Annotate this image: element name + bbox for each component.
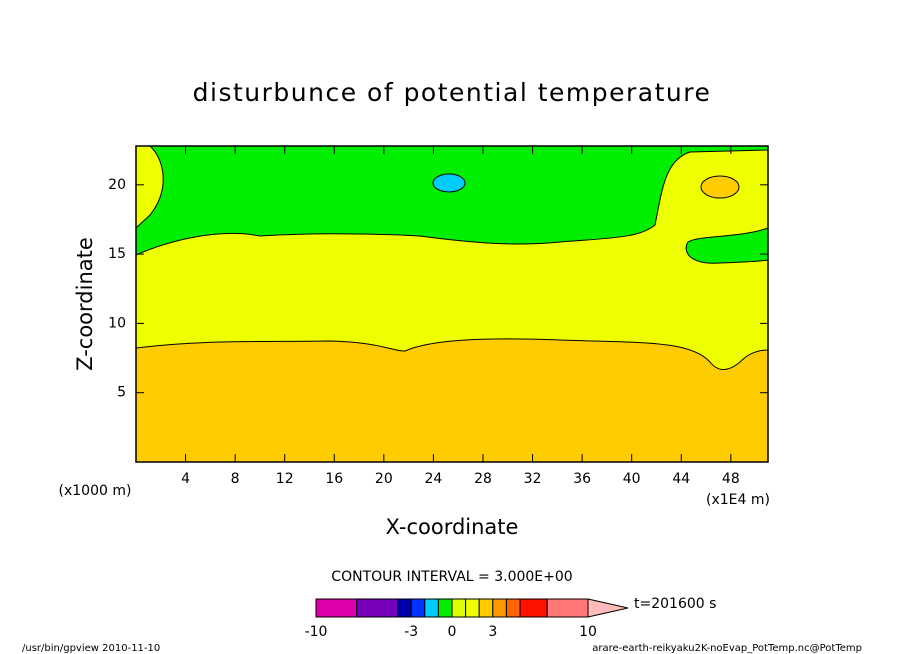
colorbar-segment — [397, 598, 412, 618]
colorbar-segment — [505, 598, 521, 618]
x-tick-label: 8 — [231, 471, 240, 487]
x-tick-label: 24 — [424, 471, 442, 487]
region — [700, 175, 740, 199]
region — [432, 173, 466, 193]
colorbar-tick-label: 0 — [448, 624, 457, 640]
region — [685, 227, 769, 264]
y-tick-label: 5 — [117, 385, 126, 401]
y-tick-label: 15 — [108, 246, 126, 262]
footer-right: arare-earth-reikyaku2K-noEvap_PotTemp.nc… — [592, 643, 862, 654]
x-scale-label: (x1E4 m) — [706, 492, 770, 508]
colorbar-extension — [587, 598, 629, 618]
colorbar-segment — [356, 598, 399, 618]
plot-frame — [135, 145, 769, 463]
colorbar-segment — [410, 598, 426, 618]
colorbar-segment — [465, 598, 480, 618]
colorbar-segment — [451, 598, 467, 618]
plot-area — [135, 145, 769, 463]
x-tick-label: 40 — [623, 471, 641, 487]
x-tick-label: 16 — [325, 471, 343, 487]
x-tick-label: 28 — [474, 471, 492, 487]
colorbar-tick-label: 3 — [488, 624, 497, 640]
x-tick-label: 48 — [722, 471, 740, 487]
colorbar-segment — [478, 598, 494, 618]
y-axis-label: Z-coordinate — [73, 237, 97, 371]
colorbar-segment — [424, 598, 439, 618]
colorbar-segment — [519, 598, 548, 618]
region — [135, 145, 164, 230]
colorbar-tick-label: 10 — [579, 624, 597, 640]
footer-left: /usr/bin/gpview 2010-11-10 — [22, 643, 160, 654]
x-tick-label: 4 — [181, 471, 190, 487]
contour-interval: CONTOUR INTERVAL = 3.000E+00 — [331, 569, 572, 585]
colorbar-segment — [437, 598, 453, 618]
region — [135, 145, 769, 256]
x-tick-label: 44 — [672, 471, 690, 487]
x-tick-label: 12 — [276, 471, 294, 487]
chart-title: disturbunce of potential temperature — [193, 78, 712, 107]
y-tick-label: 20 — [108, 177, 126, 193]
x-tick-label: 36 — [573, 471, 591, 487]
y-tick-label: 10 — [108, 315, 126, 331]
colorbar-segment — [492, 598, 507, 618]
colorbar-segment — [546, 598, 589, 618]
colorbar-tick-label: -10 — [305, 624, 328, 640]
time-label: t=201600 s — [634, 596, 716, 612]
x-tick-label: 20 — [375, 471, 393, 487]
x-axis-label: X-coordinate — [386, 515, 519, 539]
x-unit-label: (x1000 m) — [59, 483, 132, 499]
x-tick-label: 32 — [524, 471, 542, 487]
colorbar-segment — [315, 598, 358, 618]
colorbar-tick-label: -3 — [404, 624, 418, 640]
